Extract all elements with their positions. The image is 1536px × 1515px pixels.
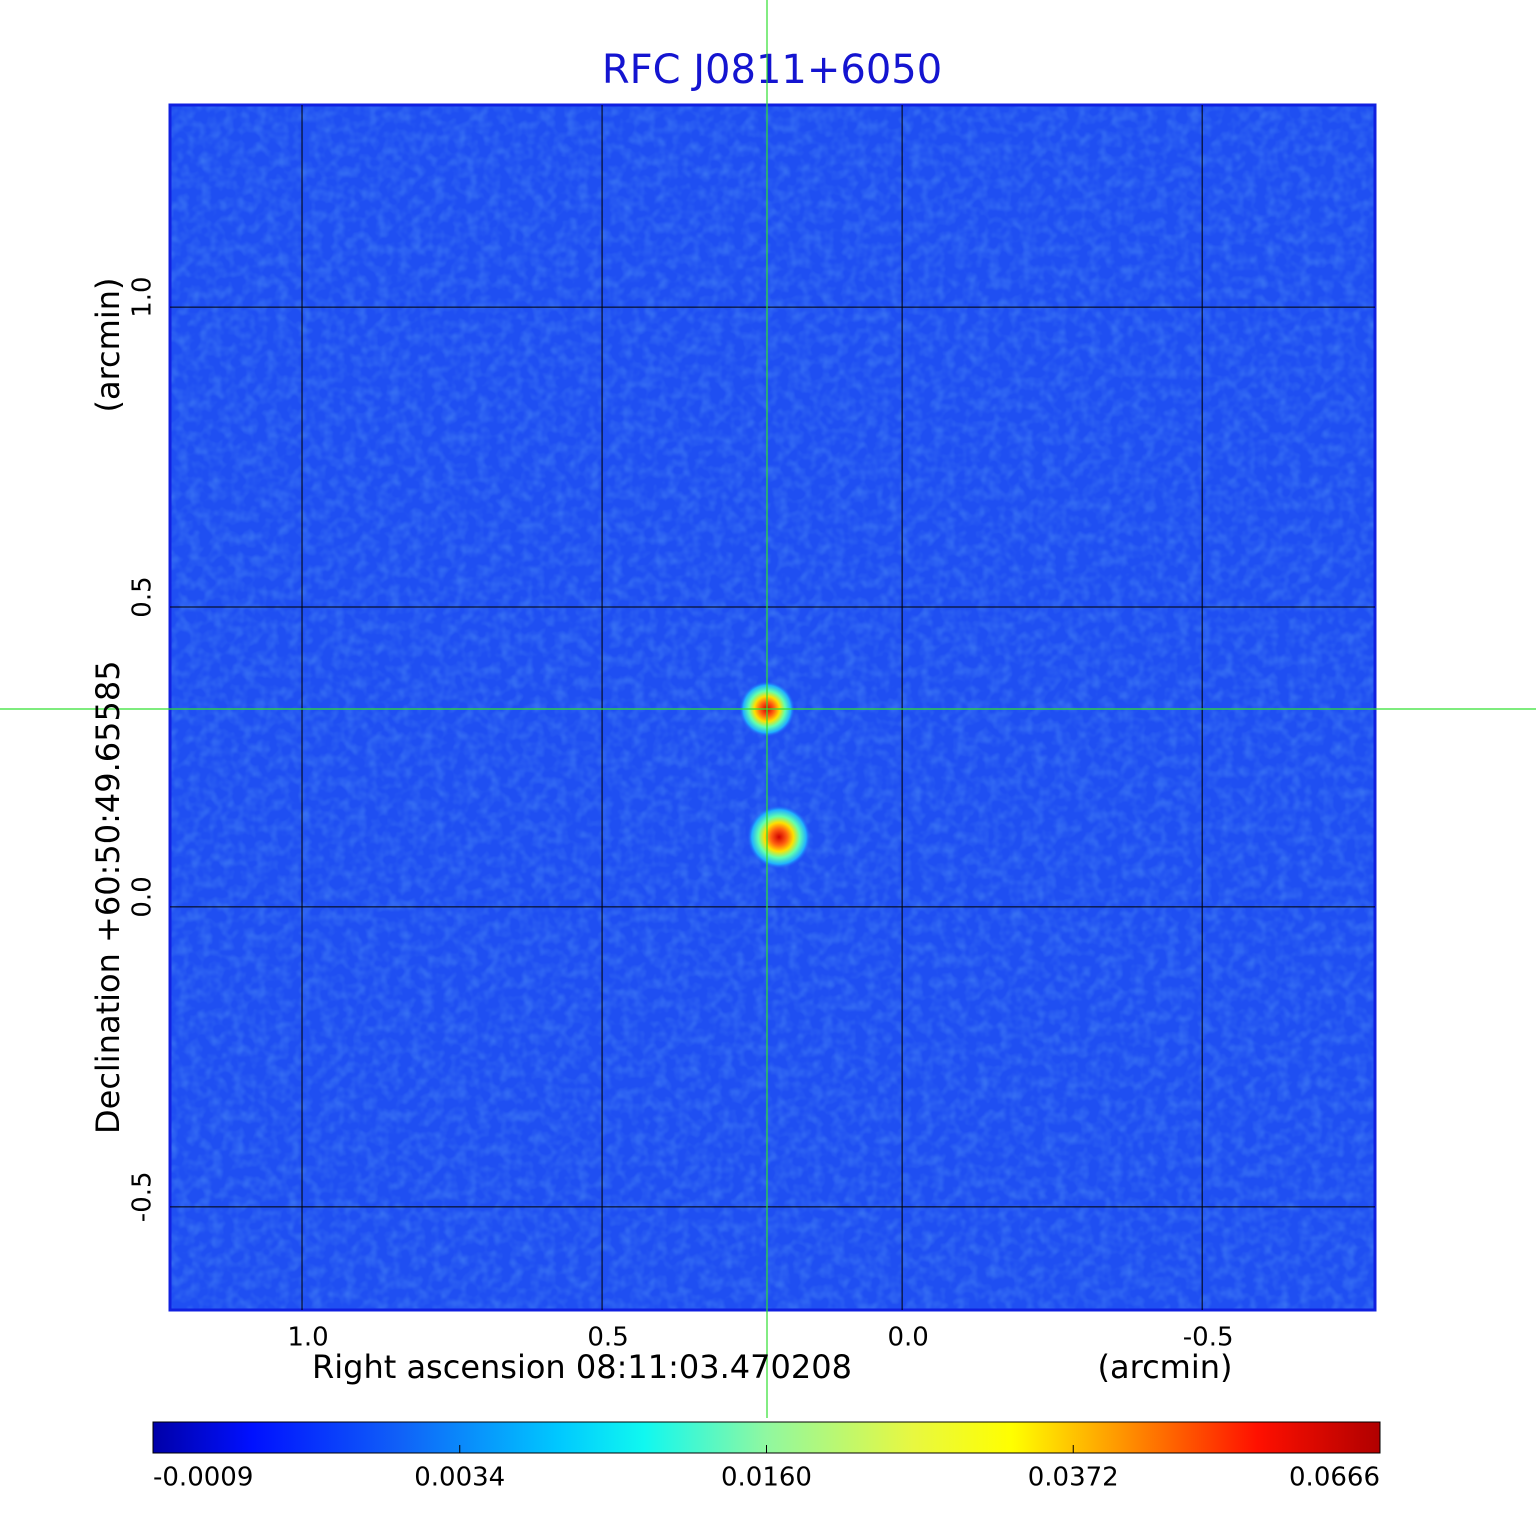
colorbar-tick-label: 0.0666 [1289, 1463, 1380, 1493]
x-tick-label: 0.5 [587, 1323, 628, 1353]
x-tick-label: -0.5 [1183, 1323, 1234, 1353]
colorbar-tick-label: 0.0160 [721, 1463, 812, 1493]
x-axis-unit: (arcmin) [1098, 1348, 1233, 1386]
chart-title: RFC J0811+6050 [602, 47, 942, 93]
x-axis-label: Right ascension 08:11:03.470208 [312, 1348, 852, 1386]
source [747, 805, 811, 869]
y-axis-label: Declination +60:50:49.65585 [89, 660, 127, 1134]
y-tick-label: 0.0 [128, 876, 158, 917]
y-axis-unit: (arcmin) [89, 278, 127, 413]
y-tick-label: 1.0 [128, 276, 158, 317]
x-tick-label: 1.0 [287, 1323, 328, 1353]
colorbar-tick-label: 0.0372 [1028, 1463, 1119, 1493]
image [168, 103, 1377, 1312]
colorbar-tick-label: 0.0034 [414, 1463, 505, 1493]
x-tick-label: 0.0 [887, 1323, 928, 1353]
image-frame [168, 103, 1377, 1312]
y-tick-label: -0.5 [128, 1171, 158, 1222]
y-tick-label: 0.5 [128, 576, 158, 617]
grid [170, 105, 1375, 1310]
colorbar-tick-label: -0.0009 [153, 1463, 253, 1493]
